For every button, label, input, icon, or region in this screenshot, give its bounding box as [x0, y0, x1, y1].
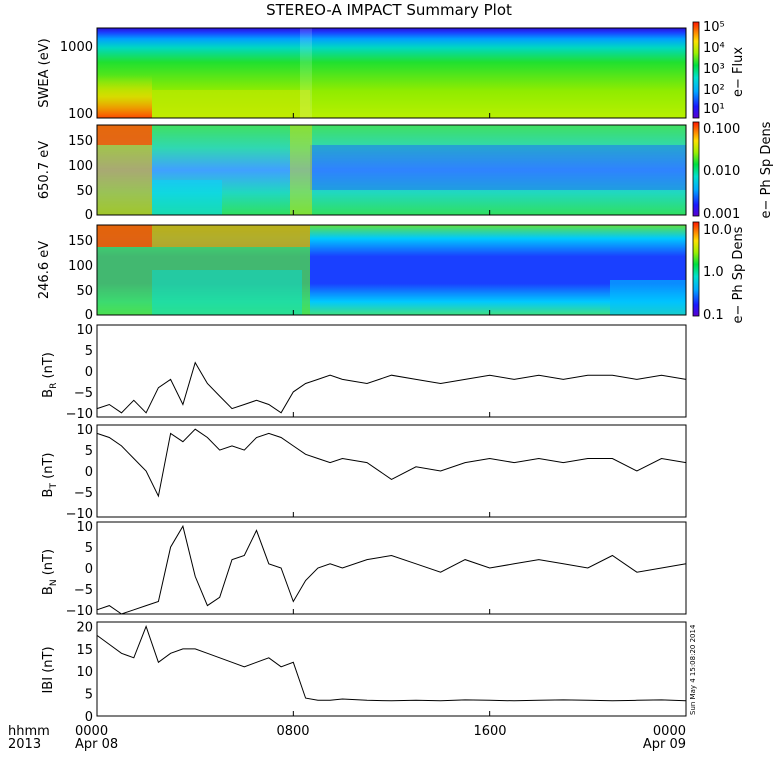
pad-650-spectrogram	[96, 124, 687, 216]
psd-246-cb-tick-0: 10.0	[703, 223, 732, 238]
flux-colorbar	[692, 21, 700, 119]
psd-650-cb-tick-1: 0.010	[703, 164, 740, 179]
bn-tick-label: 5	[85, 541, 93, 556]
bt-axis-label-b: B	[41, 489, 56, 498]
br-series-line	[96, 361, 687, 414]
plot-title: STEREO-A IMPACT Summary Plot	[266, 1, 512, 19]
pad-650-axis-label: 650.7 eV	[37, 141, 52, 199]
bmag-panel	[96, 621, 687, 717]
bn-axis-label-b: B	[41, 586, 56, 595]
psd-246-cb-tick-1: 1.0	[703, 265, 724, 280]
bmag-series-line	[96, 625, 687, 702]
br-tick-label: −10	[66, 407, 93, 422]
bt-tick-label: −5	[74, 486, 93, 501]
bn-axis-label-sub: N	[49, 579, 59, 586]
x-tick-time-3: 0000	[653, 724, 686, 739]
br-tick-label: 0	[85, 365, 93, 380]
flux-cb-tick-4: 10⁴	[703, 41, 725, 56]
bn-tick-label: −5	[74, 583, 93, 598]
psd-650-cb-label: e− Ph Sp Dens	[759, 121, 774, 218]
flux-cb-tick-3: 10³	[703, 62, 725, 77]
psd-650-cb-tick-2: 0.001	[703, 207, 740, 222]
bmag-axis-label-b: IBI	[41, 677, 56, 694]
bmag-tick-label: 10	[76, 665, 93, 680]
x-tick-date-0: Apr 08	[75, 737, 118, 752]
x-tick-date-3: Apr 09	[643, 737, 686, 752]
psd-650-cb-tick-0: 0.100	[703, 122, 740, 137]
flux-cb-tick-2: 10²	[703, 83, 725, 98]
pad-246-tick-50: 50	[76, 284, 93, 299]
br-axis-label-sub: R	[49, 383, 59, 389]
pad-246-tick-150: 150	[68, 234, 93, 249]
bmag-tick-label: 20	[76, 621, 93, 636]
bmag-axis-label: IBI (nT)	[41, 646, 56, 693]
bt-tick-label: 10	[76, 423, 93, 438]
x-tick-time-0: 0000	[75, 724, 108, 739]
timestamp: Sun May 4 15:08:20 2014	[689, 624, 697, 715]
pad-246-axis-label: 246.6 eV	[37, 241, 52, 299]
psd-246-cb-label: e− Ph Sp Dens	[731, 226, 746, 323]
flux-cb-label: e− Flux	[731, 47, 746, 97]
bt-axis-label: BT (nT)	[41, 453, 59, 498]
bn-tick-label: −10	[66, 604, 93, 619]
pad-650-tick-150: 150	[68, 134, 93, 149]
psd-650-colorbar	[692, 121, 700, 217]
psd-246-cb-tick-2: 0.1	[703, 308, 724, 323]
bn-tick-label: 0	[85, 562, 93, 577]
bt-axis-label-sub: T	[49, 483, 59, 490]
bn-axis-label-unit: (nT)	[41, 549, 56, 575]
br-tick-label: −5	[74, 386, 93, 401]
br-axis-label-unit: (nT)	[41, 352, 56, 378]
bmag-axis-label-unit: (nT)	[41, 646, 56, 672]
x-row1-label: hhmm	[8, 724, 50, 739]
bt-tick-label: 5	[85, 444, 93, 459]
bt-axis-label-unit: (nT)	[41, 453, 56, 479]
swea-axis-label: SWEA (eV)	[37, 38, 52, 107]
bt-panel	[96, 424, 687, 518]
pad-246-tick-100: 100	[68, 259, 93, 274]
bt-series-line	[96, 428, 687, 498]
x-row2-label: 2013	[8, 737, 41, 752]
pad-650-tick-50: 50	[76, 184, 93, 199]
flux-cb-tick-5: 10⁵	[703, 20, 725, 35]
flux-cb-tick-1: 10¹	[703, 102, 725, 117]
pad-246-spectrogram	[96, 224, 687, 316]
bmag-tick-label: 5	[85, 688, 93, 703]
x-tick-time-2: 1600	[473, 724, 506, 739]
pad-650-tick-100: 100	[68, 159, 93, 174]
psd-246-colorbar	[692, 221, 700, 317]
bt-tick-label: −10	[66, 507, 93, 522]
bmag-tick-label: 0	[85, 710, 93, 725]
swea-tick-100: 100	[68, 107, 93, 122]
bn-tick-label: 10	[76, 520, 93, 535]
pad-650-tick-0: 0	[85, 208, 93, 223]
bmag-tick-label: 15	[76, 643, 93, 658]
bn-axis-label: BN (nT)	[41, 549, 59, 595]
bn-series-line	[96, 524, 687, 615]
br-tick-label: 5	[85, 344, 93, 359]
br-axis-label-b: B	[41, 389, 56, 398]
br-panel	[96, 324, 687, 418]
br-tick-label: 10	[76, 323, 93, 338]
pad-246-tick-0: 0	[85, 308, 93, 323]
bn-panel	[96, 521, 687, 615]
x-tick-time-1: 0800	[276, 724, 309, 739]
br-axis-label: BR (nT)	[41, 352, 59, 398]
swea-tick-1000: 1000	[60, 40, 93, 55]
swea-spectrogram	[96, 27, 687, 119]
bt-tick-label: 0	[85, 465, 93, 480]
